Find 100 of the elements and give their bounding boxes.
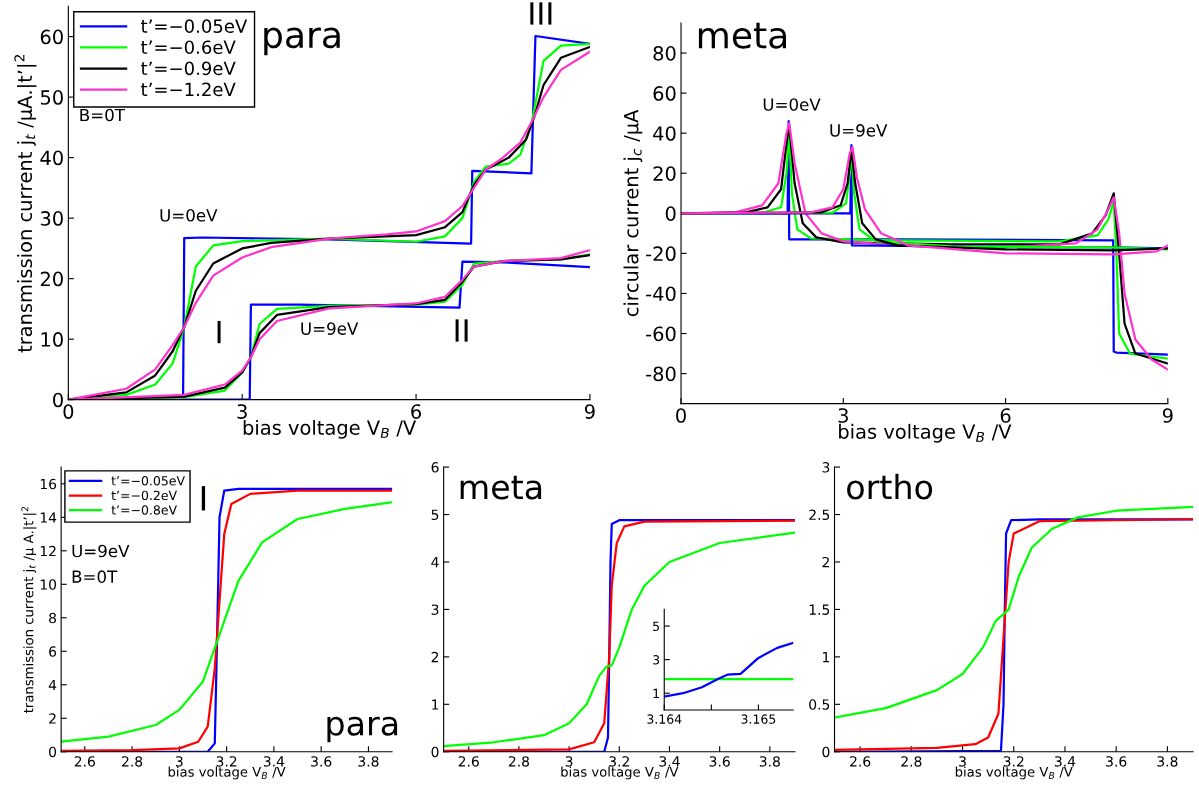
y-tick-label: 20 (40, 271, 63, 287)
y-tick-label: 1 (432, 699, 439, 710)
y-tick-label: 16 (40, 478, 57, 490)
chart-title: meta (698, 22, 787, 49)
y-tick-label: 0 (49, 746, 57, 758)
y-tick-label: 0.5 (809, 699, 830, 710)
y-tick-label: 0 (822, 746, 830, 758)
chart-title: para (264, 27, 340, 56)
annotation: III (530, 2, 552, 25)
y-tick-label: 8 (49, 612, 57, 624)
x-tick-label: 3 (175, 756, 183, 767)
y-tick-label: 50 (40, 90, 63, 105)
x-tick-label: 3.8 (759, 756, 780, 767)
y-tick-label: 1 (653, 688, 659, 698)
y-tick-label: 80 (653, 46, 676, 61)
y-tick-label: 3 (431, 604, 439, 615)
legend-label: t’=−0.2eV (111, 490, 177, 501)
x-tick-label: 3.4 (263, 756, 285, 767)
y-tick-label: 10 (40, 579, 57, 590)
legend-label: t’=−0.6eV (141, 40, 236, 55)
x-tick-label: 2.8 (508, 756, 529, 767)
x-axis-title: bias voltage V$_{B}$ /V (243, 419, 417, 439)
x-tick-label: 3.4 (659, 756, 680, 767)
x-tick-label: 3.4 (1054, 756, 1076, 767)
y-tick-label: 4 (48, 679, 57, 691)
y-tick-label: 2 (49, 713, 56, 724)
x-tick-label: 3.8 (1157, 756, 1178, 767)
x-axis-title: bias voltage V$_{B}$ /V (839, 423, 1012, 443)
x-tick-label: 3.2 (1003, 756, 1024, 767)
x-tick-label: 2.8 (901, 756, 922, 767)
y-tick-label: 40 (40, 150, 63, 166)
y-axis-title: transmission current j$_{t}$ /μA.|t’|$^{2}$ (14, 55, 37, 353)
y-tick-label: 6 (431, 462, 439, 473)
x-tick-label: 9 (584, 404, 595, 419)
y-tick-label: 5 (431, 509, 439, 520)
y-tick-label: 0 (431, 746, 439, 758)
y-axis-title: transmission current j$_{t}$ /μ A.|t’|$^{2}$ (21, 506, 37, 713)
y-tick-label: 1 (823, 652, 830, 663)
x-tick-label: 3 (565, 756, 573, 767)
y-tick-label: -60 (646, 326, 676, 342)
y-tick-label: 40 (653, 126, 676, 141)
annotation: U=9eV (72, 544, 130, 558)
y-tick-label: 1.5 (809, 604, 830, 615)
x-tick-label: 0 (676, 408, 686, 423)
annotation: U=9eV (301, 322, 359, 335)
legend-label: t’=−0.05eV (141, 19, 248, 33)
text: para (327, 716, 398, 743)
x-tick-label: 3.6 (709, 756, 730, 767)
annotation: U=9eV (830, 124, 888, 137)
y-tick-label: -20 (646, 246, 676, 262)
x-axis-title: bias voltage V$_{B}$ /V (561, 766, 679, 780)
legend-label: t’=−0.8eV (111, 505, 177, 515)
annotation: I (217, 320, 221, 344)
y-tick-label: 60 (40, 29, 63, 45)
x-tick-label: 3.6 (311, 756, 332, 767)
x-tick-label: 3 (838, 408, 848, 423)
y-tick-label: 3 (653, 655, 660, 665)
y-tick-label: -40 (646, 286, 676, 302)
legend-label: t’=−0.9eV (141, 61, 236, 76)
x-tick-label: 2.6 (458, 756, 479, 767)
y-tick-label: 3 (822, 462, 830, 473)
annotation: U=0eV (763, 98, 821, 111)
x-tick-label: 3.165 (741, 714, 776, 724)
legend-label: t’=−0.05eV (111, 476, 185, 486)
x-tick-label: 2.8 (122, 756, 143, 767)
x-tick-label: 3 (237, 404, 247, 419)
x-tick-label: 3 (959, 756, 966, 767)
y-tick-label: 60 (653, 86, 676, 101)
y-tick-label: 4 (431, 557, 439, 568)
y-tick-label: 2.5 (809, 509, 830, 520)
legend-label: t’=−1.2eV (141, 82, 236, 97)
annotation: I (201, 486, 206, 511)
y-tick-label: 0 (665, 206, 676, 221)
x-tick-label: 0 (63, 404, 74, 419)
x-tick-label: 3.2 (216, 756, 237, 767)
y-tick-label: 10 (41, 332, 63, 347)
y-tick-label: 14 (40, 512, 57, 523)
x-axis-title: bias voltage V$_{B}$ /V (955, 766, 1073, 780)
y-axis-title: circular current j$_{c}$ /μA (623, 109, 643, 317)
chart-title: meta (460, 475, 542, 500)
y-tick-label: 30 (40, 211, 63, 226)
y-tick-label: 0 (53, 392, 63, 408)
x-tick-label: 9 (1162, 408, 1173, 423)
x-tick-label: 6 (411, 404, 422, 419)
y-tick-label: 2 (431, 651, 439, 663)
annotation: II (455, 319, 468, 342)
x-tick-label: 2.6 (850, 756, 871, 767)
annotation: U=0eV (160, 209, 218, 222)
x-axis-title: bias voltage V$_{B}$ /V (168, 766, 286, 780)
chart-title: ortho (847, 473, 933, 500)
x-tick-label: 3.164 (647, 714, 682, 724)
y-tick-label: -80 (646, 366, 676, 382)
y-tick-label: 12 (40, 545, 56, 557)
x-tick-label: 6 (1000, 408, 1011, 423)
annotation: B=0T (72, 570, 118, 583)
y-tick-label: 2 (822, 556, 829, 568)
x-tick-label: 3.2 (609, 756, 629, 767)
x-tick-label: 2.6 (74, 756, 95, 767)
y-tick-label: 20 (653, 166, 676, 181)
x-tick-label: 3.6 (1106, 756, 1127, 767)
